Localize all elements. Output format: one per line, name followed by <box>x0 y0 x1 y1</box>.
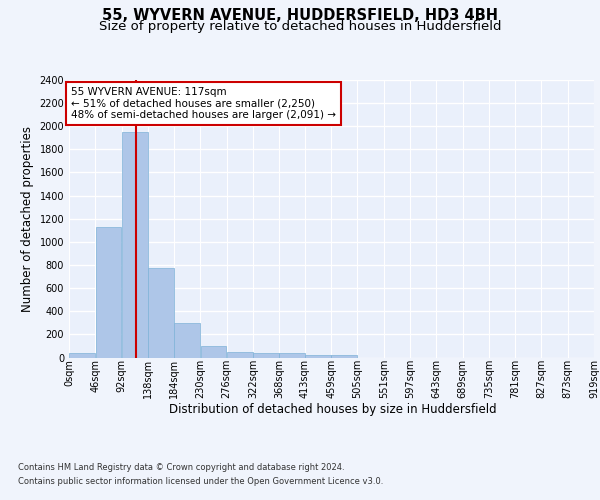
Text: 55, WYVERN AVENUE, HUDDERSFIELD, HD3 4BH: 55, WYVERN AVENUE, HUDDERSFIELD, HD3 4BH <box>102 8 498 22</box>
Bar <box>122 132 148 358</box>
Bar <box>175 323 200 358</box>
Bar <box>253 353 279 358</box>
Bar <box>280 354 305 358</box>
Text: Contains HM Land Registry data © Crown copyright and database right 2024.: Contains HM Land Registry data © Crown c… <box>18 462 344 471</box>
Bar <box>331 356 357 358</box>
Bar <box>69 354 95 358</box>
Bar <box>95 227 121 358</box>
Text: Distribution of detached houses by size in Huddersfield: Distribution of detached houses by size … <box>169 402 497 415</box>
Bar <box>305 355 331 358</box>
Bar <box>200 346 226 358</box>
Y-axis label: Number of detached properties: Number of detached properties <box>21 126 34 312</box>
Text: Size of property relative to detached houses in Huddersfield: Size of property relative to detached ho… <box>99 20 501 33</box>
Text: 55 WYVERN AVENUE: 117sqm
← 51% of detached houses are smaller (2,250)
48% of sem: 55 WYVERN AVENUE: 117sqm ← 51% of detach… <box>71 87 336 120</box>
Bar <box>227 352 253 358</box>
Bar <box>148 268 174 358</box>
Text: Contains public sector information licensed under the Open Government Licence v3: Contains public sector information licen… <box>18 478 383 486</box>
